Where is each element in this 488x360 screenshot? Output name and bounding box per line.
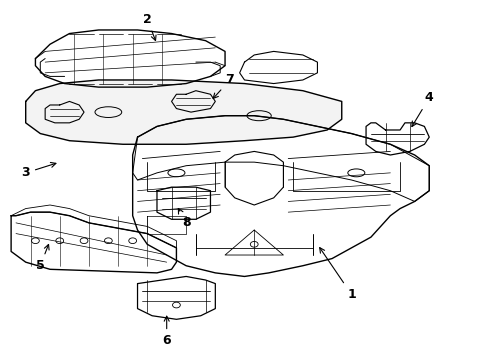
Text: 6: 6 [162,316,171,347]
Text: 2: 2 [142,13,156,41]
Polygon shape [26,80,341,144]
Text: 1: 1 [319,248,355,301]
Text: 7: 7 [213,73,234,98]
Text: 3: 3 [21,162,56,179]
Text: 5: 5 [36,244,49,272]
Text: 8: 8 [178,208,190,229]
Text: 4: 4 [411,91,433,127]
